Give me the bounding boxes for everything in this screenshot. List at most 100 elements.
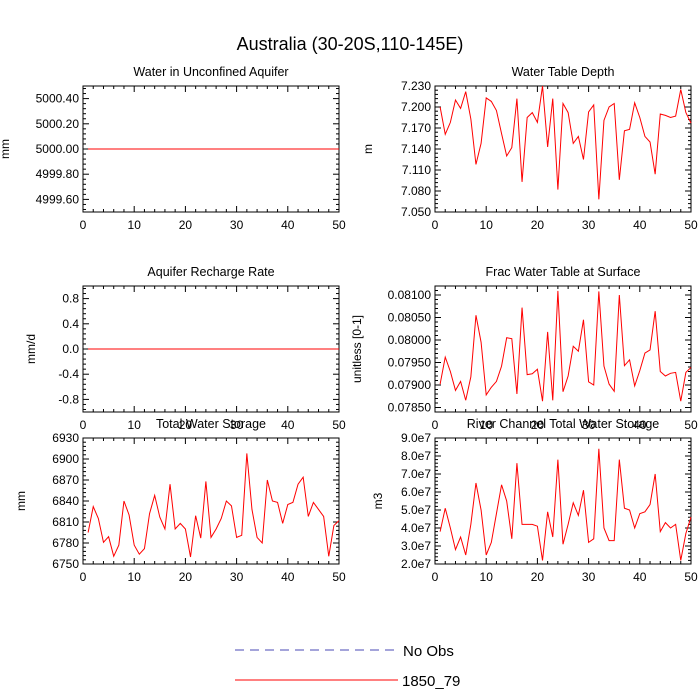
y-tick-label: 5000.40	[36, 92, 80, 106]
x-tick-label: 0	[432, 418, 439, 432]
panel-title: Aquifer Recharge Rate	[147, 265, 274, 279]
x-tick-label: 20	[179, 218, 193, 232]
panel-title: Water in Unconfined Aquifer	[133, 65, 288, 79]
y-tick-label: 6750	[52, 557, 79, 571]
x-tick-label: 20	[179, 418, 193, 432]
x-tick-label: 10	[128, 418, 142, 432]
panel-frac-water-table-at-surface: Frac Water Table at Surface unitless [0-1…	[350, 265, 698, 432]
y-tick-label: 6930	[52, 431, 79, 445]
y-tick-label: 0.08050	[388, 311, 432, 325]
panel-river-channel-total-water-storage: River Channel Total Water Storage m3 0 10 20…	[371, 417, 698, 584]
panel-aquifer-recharge-rate: Aquifer Recharge Rate mm/d 0 10 20 30 40 50 -0.8…	[24, 265, 346, 432]
x-tick-label: 30	[582, 418, 596, 432]
x-tick-label: 50	[684, 570, 698, 584]
panel-title: River Channel Total Water Storage	[467, 417, 660, 431]
y-tick-label: 3.0e7	[401, 539, 431, 553]
y-tick-label: 6870	[52, 473, 79, 487]
panel-title: Frac Water Table at Surface	[486, 265, 641, 279]
panel-water-in-unconfined-aquifer: Water in Unconfined Aquifer mm 0 10 20 30 40 50…	[0, 65, 346, 232]
y-tick-label: 5000.20	[36, 117, 80, 131]
y-tick-label: 9.0e7	[401, 431, 431, 445]
y-tick-label: 0.08000	[388, 333, 432, 347]
x-tick-label: 10	[480, 418, 494, 432]
x-tick-label: 50	[332, 570, 346, 584]
x-tick-label: 10	[480, 570, 494, 584]
panel-title: Water Table Depth	[512, 65, 615, 79]
y-tick-label: 4999.60	[36, 192, 80, 206]
y-tick-label: 0.4	[62, 317, 79, 331]
y-tick-label: 5000.00	[36, 142, 80, 156]
x-tick-label: 40	[281, 418, 295, 432]
x-tick-label: 0	[80, 570, 87, 584]
series-line-1850-79	[87, 453, 340, 558]
y-tick-label: 5.0e7	[401, 503, 431, 517]
x-tick-label: 20	[179, 570, 193, 584]
x-tick-label: 20	[531, 570, 545, 584]
plot-frame	[82, 437, 340, 565]
x-tick-label: 30	[230, 218, 244, 232]
y-tick-label: 6780	[52, 536, 79, 550]
x-tick-label: 10	[480, 218, 494, 232]
y-tick-label: 7.230	[401, 79, 431, 93]
x-tick-label: 50	[332, 418, 346, 432]
series-line-1850-79	[439, 85, 692, 200]
y-tick-label: 2.0e7	[401, 557, 431, 571]
y-tick-label: 0.08100	[388, 288, 432, 302]
main-title: Australia (30-20S,110-145E)	[237, 34, 464, 54]
y-tick-label: 8.0e7	[401, 449, 431, 463]
y-tick-label: 0.8	[62, 292, 79, 306]
y-tick-label: 7.170	[401, 121, 431, 135]
legend: No Obs 1850_79	[235, 643, 460, 690]
y-tick-label: 0.07950	[388, 356, 432, 370]
x-tick-label: 40	[633, 418, 647, 432]
x-tick-label: 40	[633, 570, 647, 584]
y-tick-label: 6900	[52, 452, 79, 466]
x-tick-label: 0	[432, 218, 439, 232]
x-tick-label: 30	[582, 218, 596, 232]
x-tick-label: 0	[80, 418, 87, 432]
y-tick-label: -0.4	[58, 367, 79, 381]
panel-title: Total Water Storage	[156, 417, 266, 431]
x-tick-label: 0	[80, 218, 87, 232]
y-tick-label: 0.07900	[388, 378, 432, 392]
y-axis-label: mm	[14, 491, 28, 511]
legend-label-no-obs: No Obs	[403, 643, 454, 660]
x-tick-label: 30	[582, 570, 596, 584]
y-tick-label: 6.0e7	[401, 485, 431, 499]
x-tick-label: 20	[531, 418, 545, 432]
x-tick-label: 0	[432, 570, 439, 584]
x-tick-label: 10	[128, 570, 142, 584]
y-axis-label: mm/d	[24, 334, 38, 364]
x-tick-label: 40	[281, 570, 295, 584]
x-tick-label: 20	[531, 218, 545, 232]
y-tick-label: 7.050	[401, 205, 431, 219]
y-axis-label: unitless [0-1]	[350, 315, 364, 383]
y-tick-label: 4.0e7	[401, 521, 431, 535]
panel-water-table-depth: Water Table Depth m 0 10 20 30 40 50 7.050 7.080 7…	[361, 65, 698, 232]
x-tick-label: 50	[684, 418, 698, 432]
x-tick-label: 50	[332, 218, 346, 232]
y-tick-label: 4999.80	[36, 167, 80, 181]
x-tick-label: 30	[230, 418, 244, 432]
y-tick-label: 0.0	[62, 342, 79, 356]
y-tick-label: 7.140	[401, 142, 431, 156]
series-line-1850-79	[439, 448, 692, 561]
legend-label-1850-79: 1850_79	[402, 673, 460, 690]
x-tick-label: 10	[128, 218, 142, 232]
y-tick-label: 0.07850	[388, 401, 432, 415]
plot-frame	[434, 437, 692, 565]
series-line-1850-79	[439, 290, 692, 402]
x-tick-label: 40	[281, 218, 295, 232]
panels-group: Water in Unconfined Aquifer mm 0 10 20 30 40 50…	[0, 65, 698, 584]
y-tick-label: 7.0e7	[401, 467, 431, 481]
y-tick-label: 7.110	[402, 163, 431, 177]
x-tick-label: 40	[633, 218, 647, 232]
y-tick-label: -0.8	[58, 392, 79, 406]
y-tick-label: 7.200	[401, 100, 431, 114]
y-axis-label: m3	[371, 492, 385, 509]
panel-total-water-storage: Total Water Storage mm 0 10 20 30 40 50 6750 6780…	[14, 417, 346, 584]
y-axis-label: m	[361, 144, 375, 154]
y-tick-label: 6840	[52, 494, 79, 508]
x-tick-label: 30	[230, 570, 244, 584]
